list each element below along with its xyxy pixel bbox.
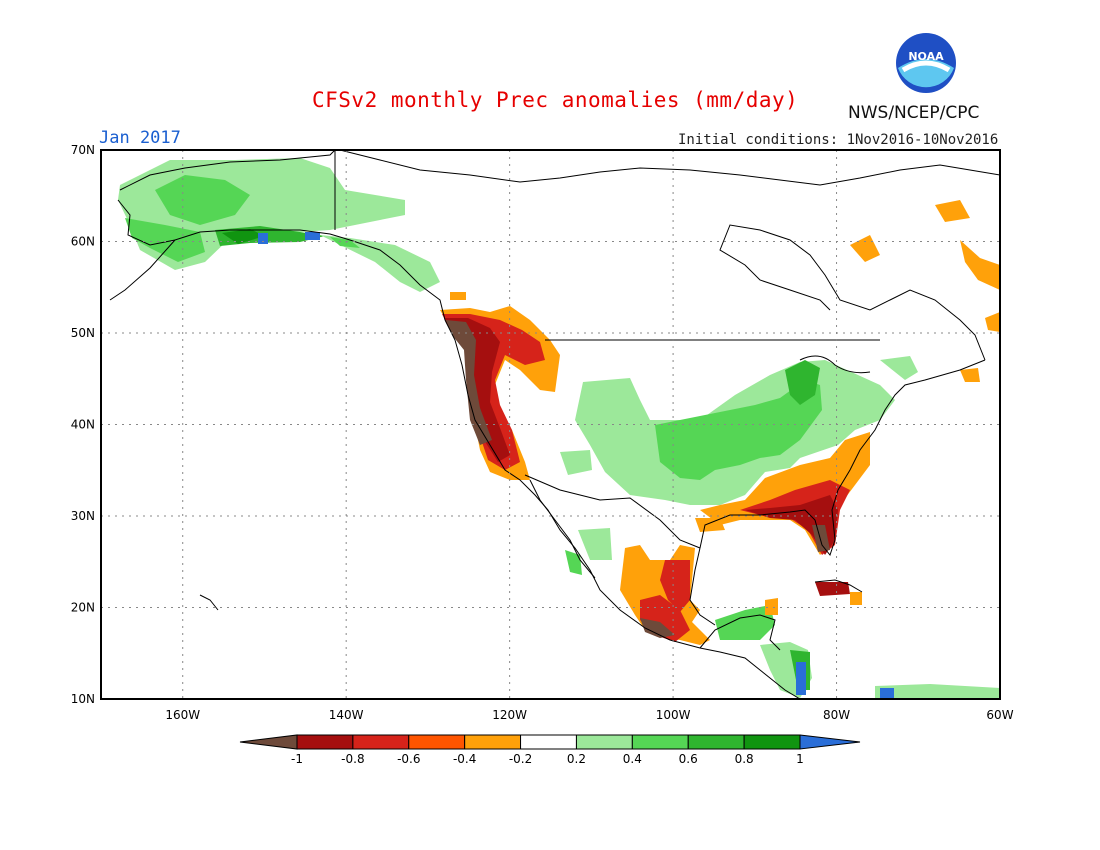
baja-coast — [529, 479, 596, 579]
labrador-dry-2 — [935, 200, 970, 222]
colorbar-tick-label: -0.8 — [341, 752, 364, 766]
colorbar-tick-label: -0.6 — [397, 752, 420, 766]
ohio-valley-wet — [655, 380, 822, 480]
lon-label-140W: 140W — [329, 708, 364, 722]
lat-label-10N: 10N — [71, 692, 95, 706]
lat-label-70N: 70N — [71, 143, 95, 157]
aleutian-chain — [109, 239, 176, 301]
baja-wet — [578, 528, 612, 560]
colorbar-tick-label: -0.4 — [453, 752, 476, 766]
nova-scotia-dry — [960, 368, 980, 382]
colorbar-segment-6 — [631, 734, 689, 750]
colorbar-under-triangle — [239, 734, 298, 750]
alaska-south-coast — [117, 199, 446, 321]
lon-label-80W: 80W — [823, 708, 850, 722]
colorbar-segment-3 — [464, 734, 522, 750]
lon-label-60W: 60W — [986, 708, 1013, 722]
central-america-blue — [796, 662, 806, 695]
coast-extreme-dry — [446, 320, 492, 445]
cuba-outline — [814, 579, 863, 593]
quebec-wet — [880, 356, 918, 380]
lon-label-160W: 160W — [165, 708, 200, 722]
bc-dry-spot — [450, 292, 466, 300]
lon-label-120W: 120W — [492, 708, 527, 722]
alaska-coast-blue-1 — [258, 233, 268, 244]
west-coast-dry-core — [444, 318, 510, 462]
mexico-gulf-coast — [689, 547, 716, 626]
newfoundland-dry — [960, 240, 1000, 290]
lat-label-30N: 30N — [71, 509, 95, 523]
initial-conditions: Initial conditions: 1Nov2016-10Nov2016 — [678, 132, 999, 148]
lat-label-50N: 50N — [71, 326, 95, 340]
alaska-coast-darkwet — [222, 229, 265, 244]
hawaii-outline — [199, 594, 219, 611]
pacific-coast — [444, 319, 801, 699]
atlantic-gulf-coast — [699, 359, 986, 557]
colorbar-tick-label: 0.2 — [567, 752, 586, 766]
colorbar-tick-label: 0.4 — [623, 752, 642, 766]
colorbar-tick-label: 1 — [796, 752, 804, 766]
lat-label-60N: 60N — [71, 235, 95, 249]
colorbar-segment-0 — [296, 734, 354, 750]
panhandle-wet — [320, 235, 440, 292]
cuba-dry-spot — [850, 592, 862, 605]
cuba-dry — [815, 582, 850, 596]
south-america-wet — [875, 684, 1000, 699]
mexico-extreme-dry — [640, 618, 675, 638]
lon-label-100W: 100W — [656, 708, 691, 722]
yucatan-dry-spot — [765, 598, 778, 615]
colorbar-segment-2 — [408, 734, 466, 750]
colorbar-tick-label: -1 — [291, 752, 303, 766]
mexico-dry-strong — [660, 560, 690, 612]
colorbar-tick-label: -0.2 — [509, 752, 532, 766]
south-america-blue — [880, 688, 894, 699]
colorbar-over-triangle — [799, 734, 861, 750]
colorbar-segment-5 — [575, 734, 633, 750]
panhandle-wet-core — [330, 237, 360, 248]
labrador-dry-1 — [850, 235, 880, 262]
agency-label: NWS/NCEP/CPC — [848, 103, 980, 123]
chart-title: CFSv2 monthly Prec anomalies (mm/day) — [312, 88, 799, 112]
southwest-wet-spot — [560, 450, 592, 475]
hudson-bay-coast — [719, 224, 986, 361]
great-lakes-wet — [785, 360, 820, 405]
us-mexico-border — [524, 474, 701, 549]
forecast-month: Jan 2017 — [99, 128, 181, 148]
colorbar-segment-8 — [743, 734, 801, 750]
alaska-wet — [155, 175, 250, 225]
yucatan-coast — [699, 614, 781, 651]
southeast-dry-core — [745, 495, 838, 555]
maritime-dry — [985, 312, 1000, 332]
noaa-logo-icon: NOAA — [896, 33, 956, 93]
lat-label-20N: 20N — [71, 601, 95, 615]
colorbar-tick-label: 0.6 — [679, 752, 698, 766]
alaska-coast-blue-2 — [305, 232, 320, 240]
west-coast-dry-strong — [442, 314, 545, 470]
yucatan-wet — [715, 605, 775, 640]
lat-label-40N: 40N — [71, 418, 95, 432]
colorbar-segment-7 — [687, 734, 745, 750]
great-lakes-outline — [799, 355, 871, 374]
colorbar-segment-1 — [352, 734, 410, 750]
texas-gulf-dry — [695, 518, 725, 532]
logo-text: NOAA — [908, 50, 944, 63]
arctic-coast — [339, 150, 1000, 186]
colorbar-segment-4 — [520, 734, 577, 750]
alaska-north-coast — [119, 150, 336, 191]
florida-extreme-dry — [812, 525, 830, 552]
alaska-sw-wet — [125, 218, 205, 262]
map-frame — [100, 149, 1001, 700]
colorbar-tick-label: 0.8 — [735, 752, 754, 766]
